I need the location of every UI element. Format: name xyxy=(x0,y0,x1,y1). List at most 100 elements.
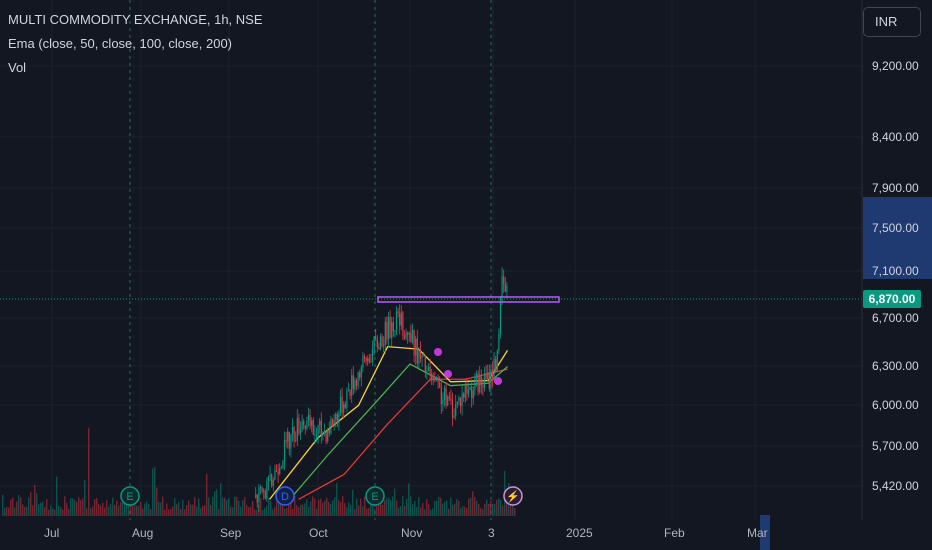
volume-bar xyxy=(60,506,62,516)
candle-body xyxy=(397,311,399,314)
volume-bar xyxy=(188,500,190,516)
volume-bar xyxy=(472,491,474,516)
candle-body xyxy=(495,359,497,373)
earnings-icon xyxy=(365,486,385,506)
candle-body xyxy=(269,474,271,477)
volume-bar xyxy=(146,501,148,516)
volume-bar xyxy=(178,502,180,516)
split-marker[interactable]: ⚡ xyxy=(503,486,523,506)
volume-bar xyxy=(416,507,418,516)
volume-bar xyxy=(248,507,250,516)
volume-bar xyxy=(348,502,350,516)
candle-body xyxy=(461,393,463,407)
volume-bar xyxy=(194,497,196,516)
volume-bar xyxy=(428,504,430,516)
candle-body xyxy=(314,434,316,436)
volume-bar xyxy=(82,498,84,516)
earnings-marker[interactable]: E xyxy=(120,486,140,506)
volume-bar xyxy=(138,505,140,516)
candle-body xyxy=(392,322,394,332)
volume-bar xyxy=(460,508,462,516)
volume-bar xyxy=(32,505,34,516)
volume-bar xyxy=(338,500,340,516)
candle-body xyxy=(355,380,358,386)
crossover-dot xyxy=(444,370,452,378)
dividend-marker[interactable]: D xyxy=(275,486,295,506)
volume-bar xyxy=(36,493,38,516)
volume-bar xyxy=(44,507,46,516)
candle-body xyxy=(447,396,449,406)
volume-bar xyxy=(506,501,508,516)
split-label: ⚡ xyxy=(506,490,520,503)
volume-bar xyxy=(390,499,392,516)
candle-body xyxy=(272,479,274,486)
candle-body xyxy=(336,414,338,424)
candle-body xyxy=(394,330,396,332)
candle-body xyxy=(437,377,439,383)
volume-indicator-label[interactable]: Vol xyxy=(8,60,27,75)
volume-bar xyxy=(496,499,498,516)
candle-body xyxy=(501,276,503,297)
volume-bar xyxy=(322,502,324,516)
earnings-label: E xyxy=(126,491,133,503)
candle-body xyxy=(343,404,345,413)
volume-bar xyxy=(74,499,76,516)
volume-bar xyxy=(162,496,164,516)
candle-body xyxy=(442,399,444,405)
volume-bar xyxy=(372,502,374,516)
candle-body xyxy=(403,335,406,339)
candle-body xyxy=(359,372,361,378)
volume-bar xyxy=(242,500,244,516)
volume-bar xyxy=(352,489,354,516)
candle-body xyxy=(483,373,486,388)
candle-body xyxy=(367,358,369,362)
candle-body xyxy=(296,417,298,441)
volume-bar xyxy=(76,501,78,516)
volume-bar xyxy=(206,473,208,516)
volume-bar xyxy=(290,500,292,516)
time-tick: Feb xyxy=(664,526,685,540)
volume-bar xyxy=(212,496,214,516)
candle-body xyxy=(400,312,402,326)
price-tick: 6,000.00 xyxy=(872,398,919,412)
volume-bar xyxy=(28,497,30,516)
earnings-marker[interactable]: E xyxy=(365,486,385,506)
volume-bar xyxy=(304,503,306,516)
volume-bar xyxy=(214,491,216,516)
volume-bar xyxy=(378,497,380,516)
candle-body xyxy=(368,358,370,362)
dividend-icon xyxy=(275,486,295,506)
symbol-title[interactable]: MULTI COMMODITY EXCHANGE, 1h, NSE xyxy=(8,12,263,27)
volume-bar xyxy=(300,504,302,516)
candle-body xyxy=(499,296,502,335)
candle-body xyxy=(371,348,374,362)
volume-bar xyxy=(336,482,338,516)
volume-bar xyxy=(380,499,382,516)
volume-bar xyxy=(362,506,364,516)
volume-bars xyxy=(2,427,516,516)
ema-100-line xyxy=(289,363,508,500)
volume-bar xyxy=(424,509,426,516)
ema-indicator-label[interactable]: Ema (close, 50, close, 100, close, 200) xyxy=(8,36,233,51)
volume-bar xyxy=(80,500,82,516)
volume-bar xyxy=(100,505,102,516)
candle-body xyxy=(445,387,447,406)
volume-bar xyxy=(408,483,410,516)
volume-bar xyxy=(210,505,212,516)
volume-bar xyxy=(326,497,328,516)
crossover-dot xyxy=(434,348,442,356)
candle-body xyxy=(504,284,506,292)
volume-bar xyxy=(208,497,210,516)
candle-body xyxy=(261,487,263,492)
currency-button[interactable]: INR xyxy=(863,7,921,37)
candle-body xyxy=(259,487,262,489)
volume-bar xyxy=(128,500,130,516)
volume-bar xyxy=(228,498,230,516)
volume-bar xyxy=(200,508,202,516)
candle-body xyxy=(426,370,428,372)
candle-body xyxy=(319,420,321,426)
volume-bar xyxy=(72,498,74,516)
volume-bar xyxy=(434,501,436,516)
volume-bar xyxy=(360,498,362,516)
